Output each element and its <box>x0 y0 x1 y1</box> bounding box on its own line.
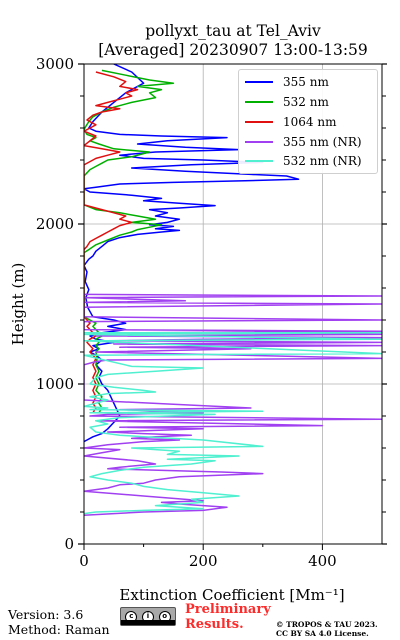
cc-badge-bar <box>121 620 175 625</box>
copyright-line2: CC BY SA 4.0 License. <box>276 629 369 638</box>
legend-item-355-nr: 355 nm (NR) <box>245 133 362 151</box>
series-line-1 <box>84 69 175 414</box>
preliminary-notice: Preliminary Results. <box>185 602 271 632</box>
preliminary-line2: Results. <box>185 617 244 632</box>
legend-label: 355 nm <box>283 75 329 89</box>
x-tick-label: 400 <box>308 552 337 570</box>
legend-item-355: 355 nm <box>245 73 329 91</box>
y-tick-label: 1000 <box>36 375 74 393</box>
legend-swatch <box>245 141 273 143</box>
series-line-2 <box>84 71 139 414</box>
chart-subtitle: [Averaged] 20230907 13:00-13:59 <box>98 41 368 59</box>
legend-swatch <box>245 101 273 103</box>
legend-label: 532 nm (NR) <box>283 154 362 168</box>
x-tick-label: 0 <box>79 552 89 570</box>
y-tick-label: 0 <box>64 535 74 553</box>
x-tick-label: 200 <box>189 552 218 570</box>
legend-label: 532 nm <box>283 95 329 109</box>
legend-swatch <box>245 160 273 162</box>
cc-license-badge: c i o <box>120 607 176 626</box>
y-tick-label: 3000 <box>36 55 74 73</box>
x-axis-label: Extinction Coefficient [Mm⁻¹] <box>119 586 345 604</box>
plot-frame <box>83 63 383 545</box>
axis-ticks: 0 200 400 0 1000 2000 3000 <box>36 55 387 570</box>
series-line-4 <box>84 332 382 515</box>
legend-label: 355 nm (NR) <box>283 135 362 149</box>
copyright-line1: © TROPOS & TAU 2023. <box>276 620 378 629</box>
legend-swatch <box>245 121 273 123</box>
legend-item-532-nr: 532 nm (NR) <box>245 152 362 170</box>
version-text: Version: 3.6 <box>8 607 84 622</box>
legend-label: 1064 nm <box>283 115 337 129</box>
copyright-notice: © TROPOS & TAU 2023. CC BY SA 4.0 Licens… <box>276 620 378 638</box>
legend-item-1064: 1064 nm <box>245 113 336 131</box>
y-axis-label: Height (m) <box>9 262 27 346</box>
legend-item-532: 532 nm <box>245 93 329 111</box>
chart-title: pollyxt_tau at Tel_Aviv <box>145 22 321 40</box>
legend-swatch <box>245 81 273 83</box>
y-tick-label: 2000 <box>36 215 74 233</box>
method-text: Method: Raman <box>8 622 110 637</box>
legend: 355 nm 532 nm 1064 nm 355 nm (NR) 532 nm… <box>238 69 378 174</box>
preliminary-line1: Preliminary <box>185 602 271 617</box>
